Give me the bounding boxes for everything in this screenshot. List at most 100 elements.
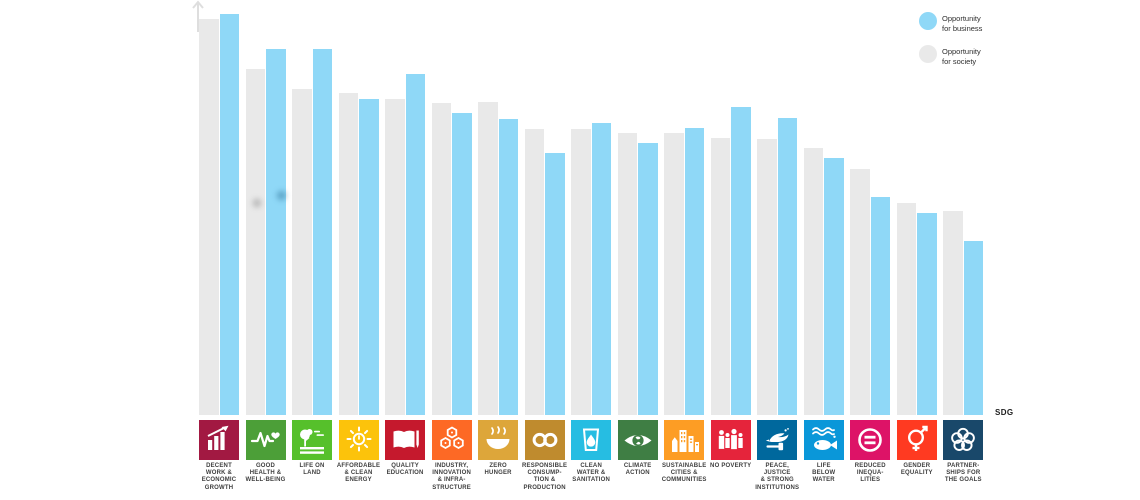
- bar-business: [312, 48, 333, 415]
- sdg-column: AFFORDABLE & CLEAN ENERGY: [337, 0, 380, 500]
- sdg-icon-tile: [571, 419, 612, 460]
- bar-business: [638, 143, 658, 415]
- sdg-column: RESPONSIBLE CONSUMP- TION & PRODUCTION: [522, 0, 567, 500]
- sdg-label: GOOD HEALTH & WELL-BEING: [245, 463, 286, 484]
- bar-business: [684, 128, 705, 415]
- bar-society: [571, 128, 591, 415]
- sun-icon: [346, 426, 372, 451]
- sdg-column: REDUCED INEQUA- LITIES: [850, 0, 891, 500]
- eye-globe-icon: [624, 434, 652, 446]
- sdg-icon-tile: [896, 419, 937, 460]
- sdg-icon-tile: [617, 419, 658, 460]
- sdg-icon-tile: [385, 419, 426, 460]
- sdg-column: GENDER EQUALITY: [896, 0, 937, 500]
- bar-society: [478, 101, 498, 415]
- tree-icon: [300, 428, 325, 454]
- bar-business: [359, 99, 379, 415]
- bar-business: [545, 153, 565, 415]
- legend: Opportunity for business Opportunity for s…: [919, 12, 982, 66]
- fish-icon: [811, 426, 837, 450]
- city-icon: [672, 429, 700, 452]
- sdg-column: CLEAN WATER & SANITATION: [571, 0, 612, 500]
- bar-business: [452, 113, 472, 415]
- bar-business: [777, 118, 798, 415]
- water-drop-icon: [583, 428, 600, 451]
- bar-society: [710, 138, 731, 415]
- bar-society: [943, 210, 963, 415]
- heartbeat-icon: [250, 431, 280, 447]
- bar-business: [405, 74, 426, 415]
- legend-dot-society-icon: [919, 45, 937, 63]
- sdg-column: ZERO HUNGER: [478, 0, 519, 500]
- bar-society: [385, 99, 405, 415]
- sdg-column: LIFE ON LAND: [292, 0, 333, 500]
- sdg-icon-tile: [710, 419, 751, 460]
- gender-icon: [907, 425, 928, 451]
- sdg-column: LIFE BELOW WATER: [803, 0, 844, 500]
- sdg-label: REDUCED INEQUA- LITIES: [854, 463, 886, 484]
- sdg-column: SUSTAINABLE CITIES & COMMUNITIES: [662, 0, 706, 500]
- sdg-column: QUALITY EDUCATION: [385, 0, 426, 500]
- sdg-label: PARTNER- SHIPS FOR THE GOALS: [944, 463, 982, 484]
- sdg-label: CLEAN WATER & SANITATION: [572, 463, 611, 484]
- sdg-label: PEACE, JUSTICE & STRONG INSTITUTIONS: [755, 463, 800, 491]
- bar-business: [266, 48, 286, 415]
- sdg-column: GOOD HEALTH & WELL-BEING: [245, 0, 286, 500]
- sdg-label: RESPONSIBLE CONSUMP- TION & PRODUCTION: [522, 463, 568, 491]
- dove-icon: [766, 427, 790, 450]
- sdg-icon-tile: [524, 419, 565, 460]
- sdg-label: NO POVERTY: [710, 463, 752, 469]
- bar-business: [731, 107, 751, 415]
- sdg-label: DECENT WORK & ECONOMIC GROWTH: [201, 463, 237, 491]
- bar-society: [803, 148, 824, 415]
- bar-society: [757, 139, 777, 415]
- smudge-artifact: [274, 188, 289, 203]
- sdg-icon-tile: [943, 419, 984, 460]
- sdg-column: INDUSTRY, INNOVATION & INFRA- STRUCTURE: [431, 0, 472, 500]
- bar-society: [896, 202, 917, 415]
- legend-item-society: Opportunity for society: [919, 45, 982, 66]
- bar-society: [617, 132, 638, 415]
- sdg-icon-tile: [199, 419, 239, 460]
- bar-society: [245, 68, 266, 415]
- legend-label-society: Opportunity for society: [942, 47, 981, 66]
- bar-society: [664, 133, 684, 415]
- sdg-column: PEACE, JUSTICE & STRONG INSTITUTIONS: [755, 0, 799, 500]
- sdg-label: CLIMATE ACTION: [623, 463, 652, 477]
- legend-dot-business-icon: [919, 12, 937, 30]
- smudge-artifact: [250, 196, 264, 210]
- bar-business: [824, 158, 844, 415]
- equals-icon: [858, 427, 883, 452]
- cubes-icon: [439, 425, 464, 449]
- legend-item-business: Opportunity for business: [919, 12, 982, 33]
- sdg-column: DECENT WORK & ECONOMIC GROWTH: [199, 0, 239, 500]
- sdg-icon-tile: [338, 419, 379, 460]
- sdg-icon-tile: [478, 419, 519, 460]
- sdg-icon-tile: [757, 419, 798, 460]
- book-icon: [393, 430, 419, 448]
- bar-business: [591, 123, 612, 415]
- sdg-icon-tile: [803, 419, 844, 460]
- bar-business: [498, 119, 519, 415]
- sdg-label: LIFE BELOW WATER: [812, 463, 836, 484]
- sdg-icon-tile: [292, 419, 333, 460]
- sdg-icon-tile: [431, 419, 472, 460]
- bar-society: [850, 169, 870, 415]
- sdg-label: INDUSTRY, INNOVATION & INFRA- STRUCTURE: [432, 463, 471, 491]
- bowl-icon: [486, 425, 510, 449]
- sdg-label: ZERO HUNGER: [484, 463, 512, 477]
- bar-society: [338, 93, 359, 415]
- y-axis-arrow-icon: [192, 0, 204, 32]
- sdg-column: CLIMATE ACTION: [617, 0, 658, 500]
- bar-society: [292, 88, 312, 415]
- sdg-label: AFFORDABLE & CLEAN ENERGY: [336, 463, 381, 484]
- people-icon: [718, 428, 743, 449]
- rings-icon: [951, 427, 976, 451]
- bar-society: [431, 103, 452, 415]
- sdg-label: LIFE ON LAND: [299, 463, 325, 477]
- x-axis-label: SDG: [995, 408, 1014, 417]
- sdg-column: NO POVERTY: [710, 0, 751, 500]
- bar-business: [917, 212, 937, 415]
